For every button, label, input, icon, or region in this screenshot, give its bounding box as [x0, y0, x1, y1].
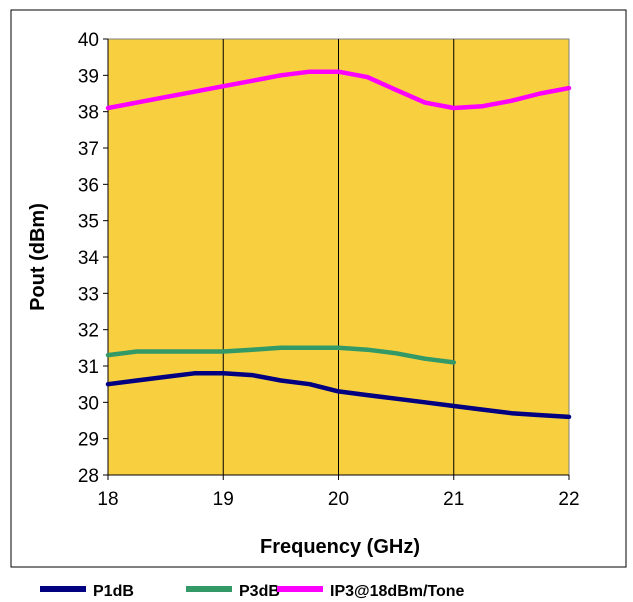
x-tick-label-20: 20 [328, 489, 349, 510]
x-tick-label-21: 21 [443, 489, 464, 510]
y-tick-label-40: 40 [78, 30, 99, 51]
legend: P1dB P3dB IP3@18dBm/Tone [40, 583, 465, 600]
y-tick-label-37: 37 [78, 139, 99, 160]
grid-lines [222, 39, 455, 475]
y-axis-title: Pout (dBm) [27, 203, 49, 311]
x-axis-title: Frequency (GHz) [260, 536, 420, 558]
x-tick-label-18: 18 [97, 489, 118, 510]
series-line-ip3-18dbm-tone [105, 69, 572, 111]
legend-item-ip3-18dbm-tone: IP3@18dBm/Tone [277, 583, 465, 600]
series-line-p1db [105, 371, 572, 420]
y-tick-label-30: 30 [78, 393, 99, 414]
y-tick-label-35: 35 [78, 212, 99, 233]
y-tick-label-36: 36 [78, 175, 99, 196]
y-tick-label-28: 28 [78, 466, 99, 487]
legend-label-p1db: P1dB [93, 583, 134, 600]
y-tick-label-31: 31 [78, 357, 99, 378]
y-axis-ticks: 28 29 30 31 32 33 34 35 36 37 38 39 40 [78, 30, 108, 487]
y-tick-label-29: 29 [78, 430, 99, 451]
y-tick-label-34: 34 [78, 248, 100, 269]
x-axis-ticks: 18 19 20 21 22 [97, 475, 580, 510]
y-tick-label-38: 38 [78, 103, 99, 124]
y-tick-label-32: 32 [78, 321, 99, 342]
y-tick-label-39: 39 [78, 66, 99, 87]
legend-label-ip3-18dbm-tone: IP3@18dBm/Tone [330, 583, 465, 600]
series-line-p3db [105, 345, 457, 365]
legend-item-p1db: P1dB [40, 583, 134, 600]
y-tick-label-33: 33 [78, 284, 99, 305]
series-layer [105, 69, 572, 420]
x-tick-label-19: 19 [213, 489, 234, 510]
x-tick-label-22: 22 [558, 489, 579, 510]
legend-item-p3db: P3dB [186, 583, 280, 600]
legend-label-p3db: P3dB [239, 583, 280, 600]
